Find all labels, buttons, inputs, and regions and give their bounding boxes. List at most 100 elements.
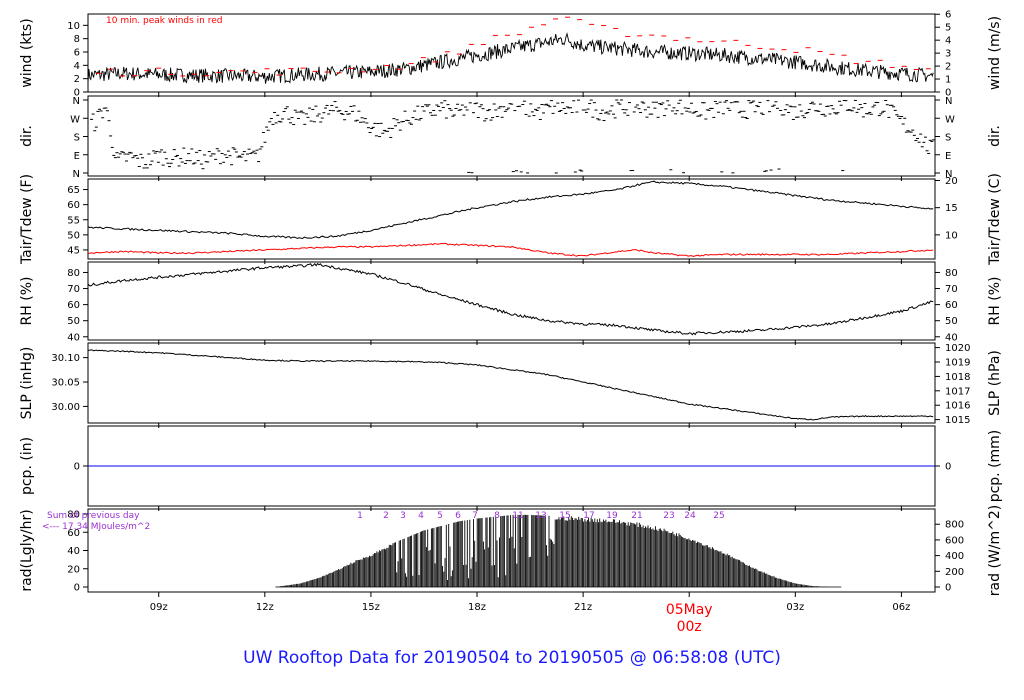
pcp-left-tick-label: 0: [74, 462, 80, 473]
rad-right-tick-label: 200: [945, 567, 964, 578]
temp-frame: [87, 178, 936, 260]
rad-hour-mark: 4: [418, 511, 424, 521]
temp-right-tick-label: 10: [945, 230, 958, 241]
rad-sum-label: Sum of previous day: [47, 511, 140, 521]
slp-frame: [87, 342, 936, 424]
rad-hour-mark: 8: [494, 511, 500, 521]
wind-right-tick-label: 5: [945, 23, 951, 34]
rad-right-tick-label: 400: [945, 551, 964, 562]
rad-left-tick-label: 80: [67, 510, 80, 521]
rh-left-tick-label: 70: [67, 284, 80, 295]
wind-left-tick-label: 0: [74, 88, 80, 99]
wind-left-tick-label: 2: [74, 74, 80, 85]
wind-right-tick-label: 4: [945, 36, 951, 47]
rad-hour-mark: 13: [535, 511, 546, 521]
rad-right-axis-title: rad (W/m^2): [987, 505, 1003, 596]
rad-hour-mark: 24: [684, 511, 696, 521]
temp-left-tick-label: 60: [67, 200, 80, 211]
temp-right-tick-label: 20: [945, 176, 958, 187]
rad-hour-mark: 5: [437, 511, 443, 521]
dir-left-tick-label: N: [73, 169, 80, 180]
pcp-right-tick-label: 0: [945, 462, 951, 473]
time-tick-label: 09z: [150, 602, 168, 613]
rad-hour-mark: 7: [472, 511, 478, 521]
rad-hour-mark: 1: [357, 511, 363, 521]
wind-right-tick-label: 0: [945, 88, 951, 99]
rad-hour-mark: 3: [400, 511, 406, 521]
date-label: 05May: [666, 602, 713, 618]
slp-right-tick-label: 1016: [945, 401, 970, 412]
dir-right-axis-title: dir.: [987, 125, 1003, 147]
rad-left-tick-label: 60: [67, 528, 80, 539]
rad-hour-mark: 2: [383, 511, 389, 521]
rad-left-tick-label: 40: [67, 546, 80, 557]
rh-right-tick-label: 40: [945, 332, 958, 343]
rad-right-tick-label: 800: [945, 520, 964, 531]
wind-left-tick-label: 10: [67, 21, 80, 32]
page-title: UW Rooftop Data for 20190504 to 20190505…: [243, 648, 781, 668]
rad-hour-mark: 19: [606, 511, 618, 521]
dir-right-tick-label: N: [945, 96, 952, 107]
dir-right-tick-label: W: [945, 114, 955, 125]
rh-left-axis-title: RH (%): [19, 277, 35, 326]
rad-left-tick-label: 20: [67, 564, 80, 575]
dir-left-axis-title: dir.: [19, 125, 35, 147]
rad-hour-mark: 17: [583, 511, 594, 521]
rh-right-tick-label: 50: [945, 316, 958, 327]
dir-left-tick-label: W: [70, 114, 80, 125]
time-tick-label: 12z: [256, 602, 274, 613]
rad-hour-mark: 21: [631, 511, 642, 521]
wind-right-tick-label: 6: [945, 10, 951, 21]
rad-hour-mark: 15: [559, 511, 570, 521]
date-sublabel: 00z: [677, 619, 702, 635]
dir-frame: [87, 95, 936, 177]
rh-left-tick-label: 60: [67, 300, 80, 311]
rh-left-tick-label: 40: [67, 332, 80, 343]
pcp-right-axis-title: pcp. (mm): [987, 430, 1003, 503]
time-tick-label: 15z: [362, 602, 380, 613]
rad-hour-mark: 6: [455, 511, 461, 521]
pcp-left-axis-title: pcp. (in): [19, 437, 35, 495]
rad-right-tick-label: 0: [945, 583, 951, 594]
dir-right-tick-label: E: [945, 151, 951, 162]
wind-left-tick-label: 4: [74, 61, 80, 72]
dir-left-tick-label: N: [73, 96, 80, 107]
dir-left-tick-label: E: [74, 151, 80, 162]
rh-right-tick-label: 80: [945, 268, 958, 279]
time-tick-label: 18z: [468, 602, 486, 613]
slp-left-tick-label: 30.10: [51, 353, 80, 364]
rh-left-tick-label: 80: [67, 268, 80, 279]
wind-speed-line: [87, 32, 934, 84]
rh-left-tick-label: 50: [67, 316, 80, 327]
rad-hour-mark: 11: [512, 511, 523, 521]
temp-left-tick-label: 45: [67, 245, 80, 256]
dir-left-tick-label: S: [74, 133, 80, 144]
time-tick-label: 21z: [574, 602, 592, 613]
temp-left-axis-title: Tair/Tdew (F): [19, 174, 35, 265]
wind-right-tick-label: 1: [945, 75, 951, 86]
rh-right-tick-label: 60: [945, 300, 958, 311]
slp-right-axis-title: SLP (hPa): [987, 350, 1003, 416]
rad-bars: [276, 514, 830, 587]
dir-right-tick-label: S: [945, 133, 951, 144]
peak-wind-note: 10 min. peak winds in red: [106, 16, 223, 26]
slp-left-axis-title: SLP (inHg): [19, 347, 35, 420]
rad-hour-mark: 25: [713, 511, 724, 521]
rad-right-tick-label: 600: [945, 535, 964, 546]
temp-left-tick-label: 55: [67, 215, 80, 226]
slp-left-tick-label: 30.00: [51, 402, 80, 413]
slp-left-tick-label: 30.05: [51, 378, 80, 389]
rad-left-axis-title: rad(Lgly/hr): [19, 509, 35, 591]
rh-frame: [87, 261, 936, 341]
slp-right-tick-label: 1019: [945, 358, 970, 369]
temp-left-tick-label: 50: [67, 230, 80, 241]
tair-line: [87, 180, 934, 240]
rad-left-tick-label: 0: [74, 583, 80, 594]
rad-sum-value: <--- 17.34 MJoules/m^2: [42, 522, 150, 532]
slp-right-tick-label: 1015: [945, 415, 970, 426]
wind-left-tick-label: 6: [74, 48, 80, 59]
tdew-line: [87, 242, 934, 258]
wind-right-axis-title: wind (m/s): [987, 16, 1003, 90]
